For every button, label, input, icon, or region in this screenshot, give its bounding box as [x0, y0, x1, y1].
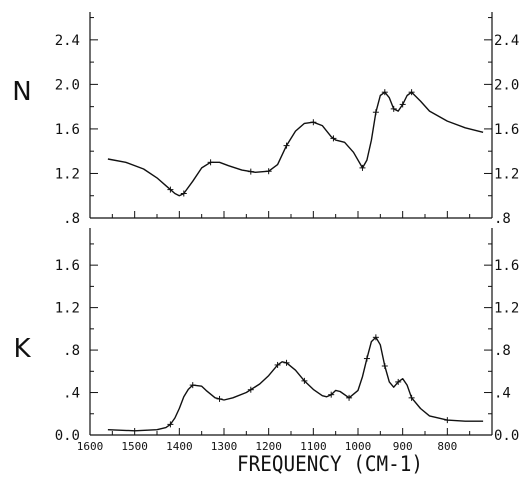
k-left-tick-label: 1.2: [55, 301, 80, 317]
n-left-tick-label: .8: [63, 211, 80, 227]
k-left-tick-label: .4: [63, 386, 80, 402]
x-tick-label: 1100: [300, 440, 327, 453]
k-left-tick-label: 0.0: [55, 428, 80, 444]
k-right-tick-label: .4: [494, 386, 511, 402]
n-left-tick-label: 1.6: [55, 122, 80, 138]
x-tick-label: 1000: [345, 440, 372, 453]
k-right-tick-label: 1.6: [494, 258, 519, 274]
n-left-tick-label: 2.4: [55, 33, 80, 49]
k-left-tick-label: 1.6: [55, 258, 80, 274]
n-left-tick-label: 2.0: [55, 77, 80, 93]
x-tick-label: 1500: [121, 440, 148, 453]
n-right-tick-label: 2.4: [494, 33, 519, 49]
k-right-tick-label: 1.2: [494, 301, 519, 317]
frequency-axis-label: FREQUENCY (CM-1): [237, 451, 423, 476]
n-right-tick-label: 2.0: [494, 77, 519, 93]
n-left-tick-label: 1.2: [55, 166, 80, 182]
x-tick-label: 1300: [211, 440, 238, 453]
k-right-tick-label: .8: [494, 343, 511, 359]
x-tick-label: 800: [437, 440, 457, 453]
k-left-tick-label: .8: [63, 343, 80, 359]
n-right-tick-label: .8: [494, 211, 511, 227]
k-right-tick-label: 0.0: [494, 428, 519, 444]
k-series-line: [107, 336, 484, 432]
n-panel: .8 .8 1.2 1.2 1.6 1.6 2.0 2.0 2.4 2.4: [55, 12, 519, 227]
n-axis-label: N: [12, 77, 31, 107]
x-tick-label: 1200: [255, 440, 282, 453]
k-panel: 0.0 0.0 .4 .4 .8 .8 1.2 1.2 1.6 1.6 1600 1500 1400 13…: [55, 228, 519, 453]
k-axis-label: K: [13, 334, 31, 364]
x-tick-label: 900: [393, 440, 413, 453]
n-series-line: [107, 91, 484, 197]
n-right-tick-label: 1.2: [494, 166, 519, 182]
x-tick-label: 1400: [166, 440, 193, 453]
n-right-tick-label: 1.6: [494, 122, 519, 138]
x-tick-label: 1600: [77, 440, 104, 453]
